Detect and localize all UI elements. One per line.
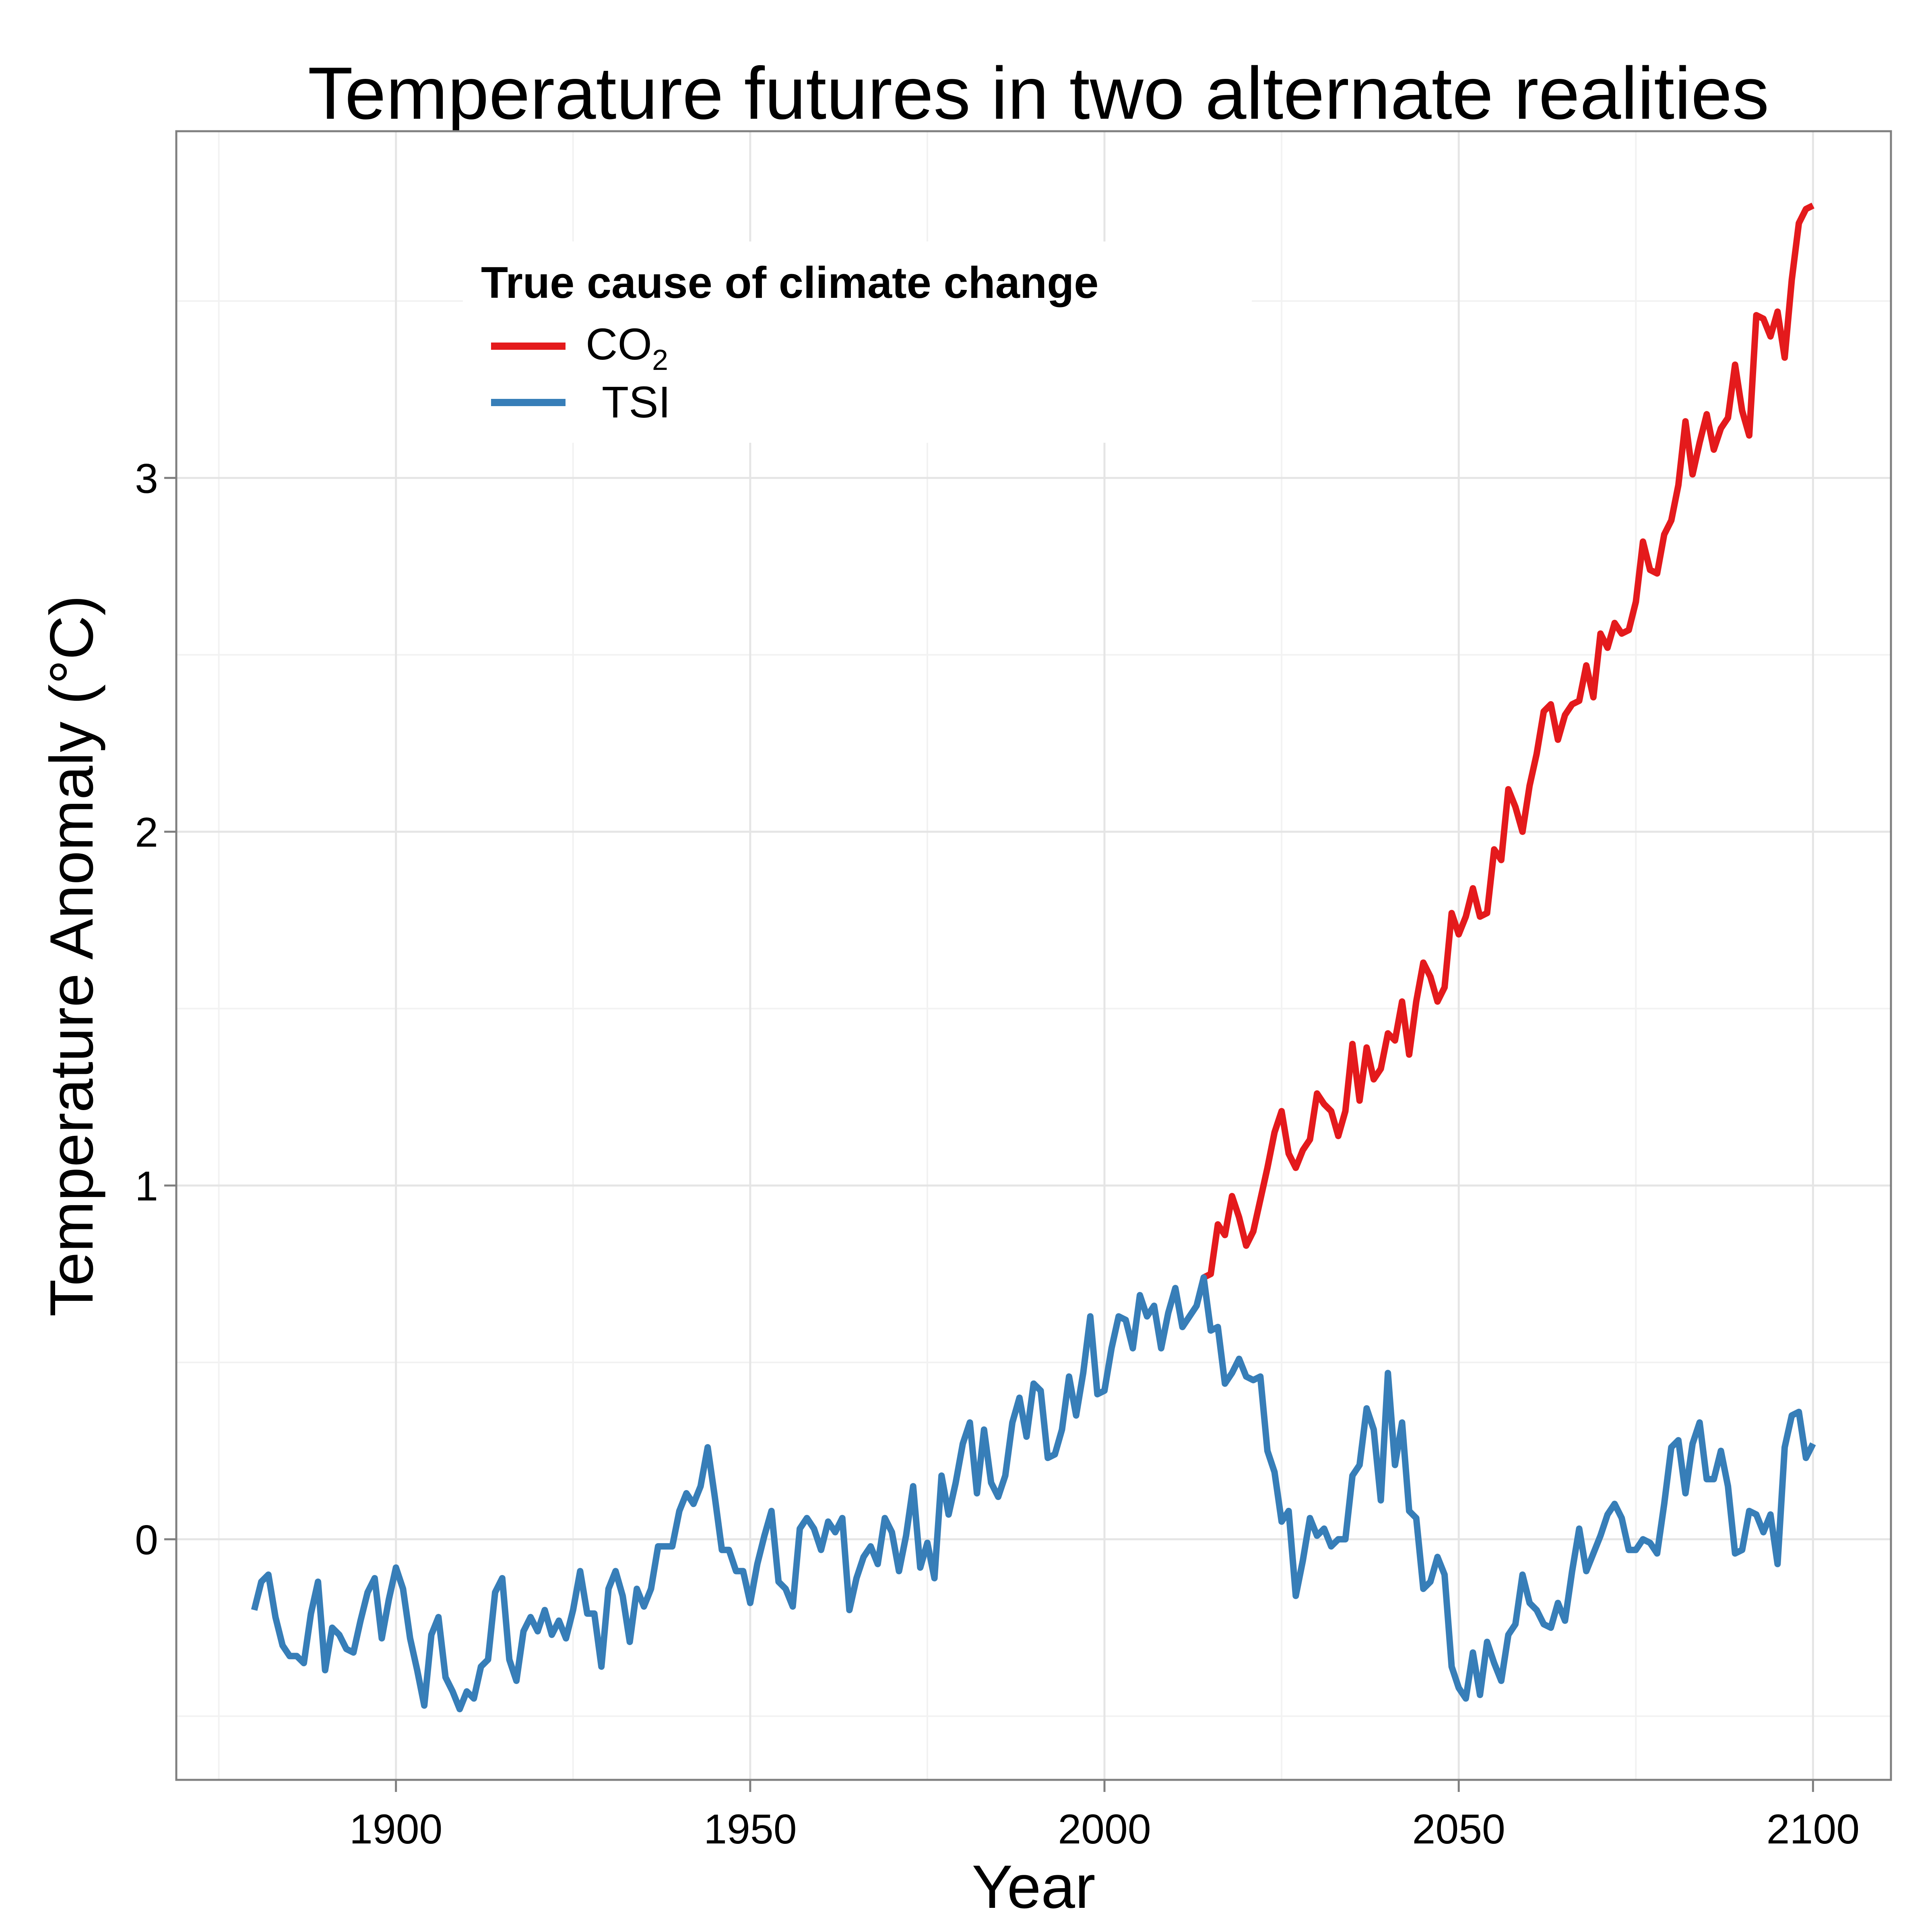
y-axis-ticks: 0 1 2 3	[135, 455, 176, 1563]
legend: True cause of climate change CO2 TSI	[463, 242, 1252, 443]
x-axis-ticks: 1900 1950 2000 2050 2100	[349, 1780, 1860, 1853]
x-tick-label: 2100	[1767, 1806, 1860, 1853]
legend-background	[463, 242, 1252, 443]
x-tick-label: 1950	[704, 1806, 797, 1853]
y-tick-label: 1	[135, 1163, 158, 1210]
series-line-co2	[1202, 202, 1814, 1281]
legend-label-co2: CO2	[586, 320, 668, 376]
y-tick-label: 3	[135, 455, 158, 502]
x-tick-label: 2000	[1058, 1806, 1151, 1853]
chart-title: Temperature futures in two alternate rea…	[308, 52, 1769, 134]
legend-label-co2-subscript: 2	[652, 344, 668, 376]
y-tick-label: 0	[135, 1517, 158, 1563]
x-tick-label: 2050	[1412, 1806, 1505, 1853]
legend-title: True cause of climate change	[481, 258, 1098, 308]
x-axis-label: Year	[972, 1853, 1095, 1921]
legend-label-co2-main: CO	[586, 320, 652, 369]
series-lines	[251, 202, 1816, 1713]
y-tick-label: 2	[135, 809, 158, 856]
y-axis-label: Temperature Anomaly (°C)	[37, 595, 106, 1317]
plot-border	[175, 130, 1892, 1781]
x-tick-label: 1900	[349, 1806, 442, 1853]
series-line-tsi	[251, 1274, 1816, 1713]
major-gridlines	[176, 131, 1891, 1780]
legend-label-tsi: TSI	[602, 378, 671, 427]
